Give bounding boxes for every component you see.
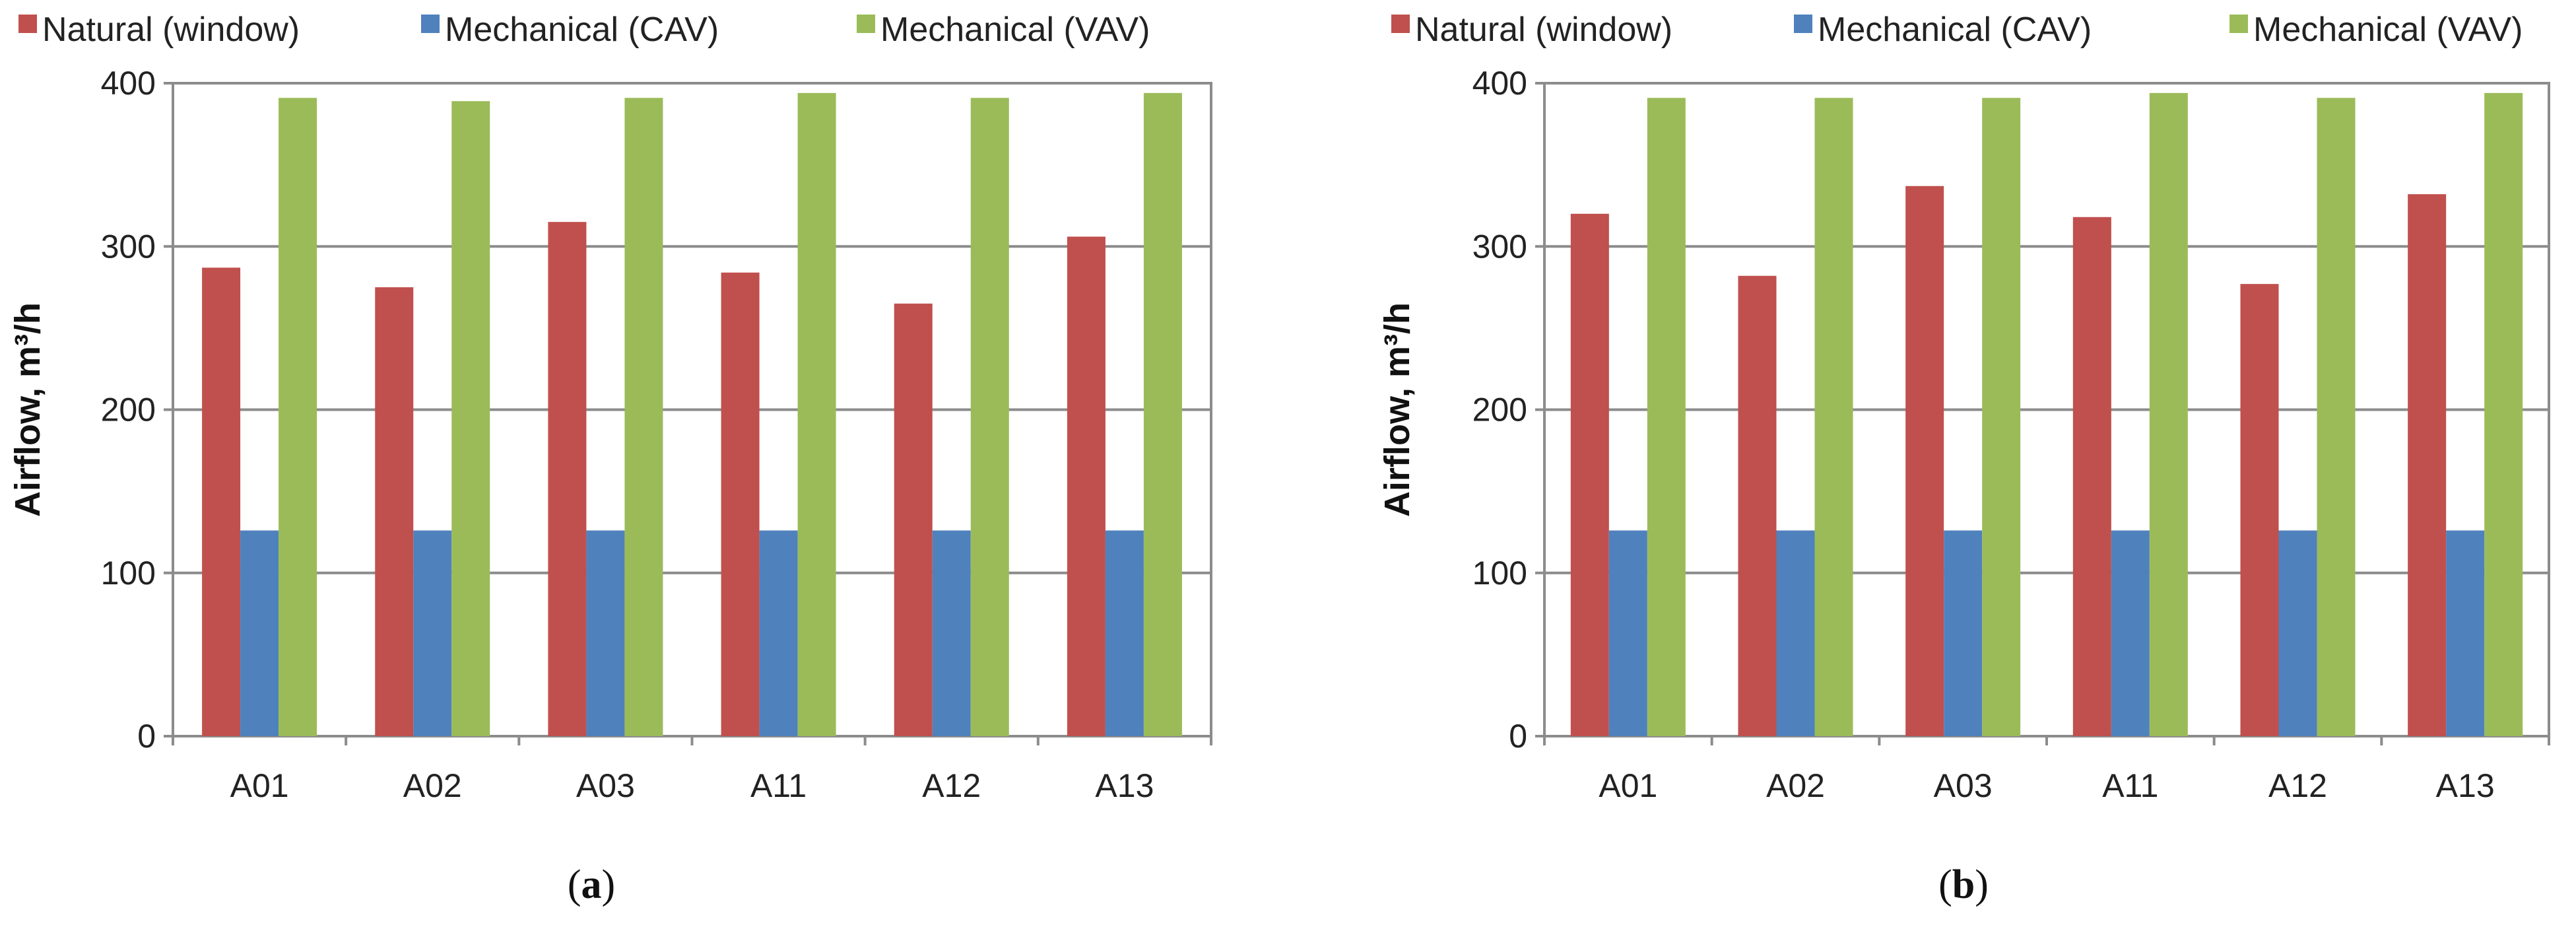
legend: Natural (window) Mechanical (CAV) Mechanic… (18, 11, 1150, 49)
bar-a13-series-2 (2446, 530, 2485, 736)
bar-a12-series-1 (2240, 284, 2279, 736)
bar-a03-series-3 (624, 98, 663, 736)
legend-swatch-series-1 (1391, 15, 1410, 33)
bar-a11-series-1 (721, 272, 760, 736)
bar-a12-series-2 (932, 530, 971, 736)
x-tick-label: A11 (2102, 767, 2158, 804)
x-tick-label: A01 (1599, 767, 1657, 804)
legend-swatch-series-2 (1794, 15, 1812, 33)
bar-a12-series-2 (2278, 530, 2317, 736)
bar-a01-series-1 (1570, 213, 1609, 736)
x-tick-label: A02 (403, 767, 462, 804)
y-tick-label: 200 (1472, 392, 1527, 428)
bar-a13-series-2 (1105, 530, 1144, 736)
bar-a02-series-2 (1776, 530, 1815, 736)
bar-a01-series-2 (1608, 530, 1647, 736)
bar-a12-series-3 (970, 98, 1009, 736)
caption-letter: a (581, 862, 602, 907)
bar-a01-series-2 (240, 530, 279, 736)
y-tick-label: 300 (101, 228, 156, 265)
x-tick-label: A03 (576, 767, 635, 804)
legend-label-series-3: Mechanical (VAV) (880, 11, 1150, 49)
y-tick-label: 0 (1509, 718, 1527, 755)
legend-label-series-3: Mechanical (VAV) (2253, 11, 2523, 49)
bar-a03-series-1 (548, 222, 587, 737)
bar-a12-series-3 (2317, 98, 2356, 736)
bar-a12-series-1 (894, 303, 933, 737)
bar-a11-series-2 (759, 530, 798, 736)
panel-caption: (a) (568, 862, 615, 907)
y-tick-label: 100 (1472, 555, 1527, 592)
chart-panel-a: 0 100 200 300 400 A01 A02 A03 A11 A12 A13 Airflow, … (8, 11, 1212, 907)
caption-open-paren: ( (568, 862, 581, 907)
legend-label-series-1: Natural (window) (1415, 11, 1672, 49)
legend-swatch-series-1 (18, 15, 37, 33)
caption-open-paren: ( (1938, 862, 1952, 907)
bar-a03-series-3 (1982, 98, 2021, 736)
bar-a01-series-3 (279, 98, 317, 736)
bar-a02-series-3 (1814, 98, 1853, 736)
bar-a02-series-2 (413, 530, 452, 736)
legend-label-series-1: Natural (window) (42, 11, 300, 49)
y-axis-label: Airflow, m³/h (8, 302, 48, 517)
x-tick-label: A03 (1934, 767, 1993, 804)
x-tick-label: A02 (1766, 767, 1825, 804)
bar-a02-series-3 (451, 101, 490, 736)
legend-label-series-2: Mechanical (CAV) (1818, 11, 2092, 49)
bar-a13-series-1 (2408, 194, 2447, 736)
legend-label-series-2: Mechanical (CAV) (445, 11, 719, 49)
x-tick-label: A13 (2436, 767, 2495, 804)
panel-caption: (b) (1938, 862, 1989, 907)
bar-a02-series-1 (375, 287, 414, 736)
legend-swatch-series-2 (421, 15, 440, 33)
bar-a03-series-2 (586, 530, 625, 736)
bar-a13-series-3 (1143, 92, 1182, 736)
y-tick-label: 0 (137, 718, 156, 755)
bar-a01-series-3 (1647, 98, 1686, 736)
x-tick-label: A01 (230, 767, 289, 804)
y-tick-label: 400 (1472, 65, 1527, 102)
bar-a02-series-1 (1738, 275, 1777, 736)
y-tick-label: 300 (1472, 228, 1527, 265)
x-tick-label: A11 (750, 767, 807, 804)
legend-swatch-series-3 (857, 15, 875, 33)
y-tick-label: 400 (101, 65, 156, 102)
bar-a03-series-2 (1944, 530, 1983, 736)
caption-close-paren: ) (602, 862, 616, 907)
x-tick-label: A13 (1095, 767, 1154, 804)
bar-a11-series-1 (2072, 217, 2111, 736)
y-tick-label: 200 (101, 392, 156, 428)
chart-panel-b: 0 100 200 300 400 A01 A02 A03 A11 A12 A13 Airflow, … (1377, 11, 2550, 907)
bar-a13-series-3 (2484, 92, 2523, 736)
y-tick-label: 100 (101, 555, 156, 592)
bar-a11-series-2 (2111, 530, 2150, 736)
bar-a03-series-1 (1905, 186, 1944, 737)
legend-swatch-series-3 (2229, 15, 2248, 33)
y-axis-label: Airflow, m³/h (1377, 302, 1417, 517)
x-tick-label: A12 (2268, 767, 2327, 804)
legend: Natural (window) Mechanical (CAV) Mechanic… (1391, 11, 2523, 49)
bar-a11-series-3 (797, 92, 836, 736)
caption-close-paren: ) (1975, 862, 1989, 907)
bar-a01-series-1 (202, 267, 241, 737)
x-tick-label: A12 (922, 767, 981, 804)
bar-a11-series-3 (2149, 92, 2188, 736)
caption-letter: b (1952, 862, 1975, 907)
bar-a13-series-1 (1067, 236, 1106, 736)
